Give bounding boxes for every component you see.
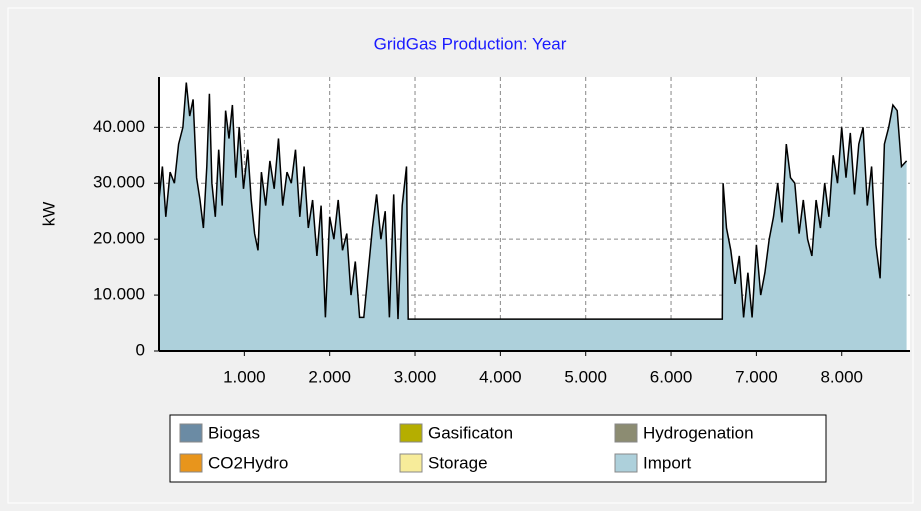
x-tick-label: 4.000 xyxy=(479,367,522,386)
legend-label: Hydrogenation xyxy=(643,423,754,442)
area-line xyxy=(158,82,908,320)
legend xyxy=(169,414,827,483)
legend-label: Gasificaton xyxy=(428,423,513,442)
area xyxy=(159,82,907,351)
legend-label: Storage xyxy=(428,453,488,472)
y-tick-label: 0 xyxy=(136,340,145,359)
y-tick-label: 20.000 xyxy=(93,229,145,248)
legend-swatch xyxy=(179,423,203,443)
legend-swatch xyxy=(399,423,423,443)
legend-label: Import xyxy=(643,453,691,472)
x-tick-label: 5.000 xyxy=(564,367,607,386)
chart-title: GridGas Production: Year xyxy=(374,34,567,53)
legend-label: Biogas xyxy=(208,423,260,442)
y-axis-label: kW xyxy=(39,202,58,227)
legend-swatch xyxy=(179,453,203,473)
legend-swatch xyxy=(614,453,638,473)
legend-swatch xyxy=(399,453,423,473)
y-tick-label: 40.000 xyxy=(93,117,145,136)
x-tick-label: 8.000 xyxy=(820,367,863,386)
x-tick-label: 6.000 xyxy=(650,367,693,386)
x-tick-label: 1.000 xyxy=(223,367,266,386)
y-tick-label: 30.000 xyxy=(93,173,145,192)
x-tick-label: 2.000 xyxy=(308,367,351,386)
legend-swatch xyxy=(614,423,638,443)
y-tick-label: 10.000 xyxy=(93,285,145,304)
legend-label: CO2Hydro xyxy=(208,453,288,472)
x-tick-label: 3.000 xyxy=(394,367,437,386)
x-tick-label: 7.000 xyxy=(735,367,778,386)
